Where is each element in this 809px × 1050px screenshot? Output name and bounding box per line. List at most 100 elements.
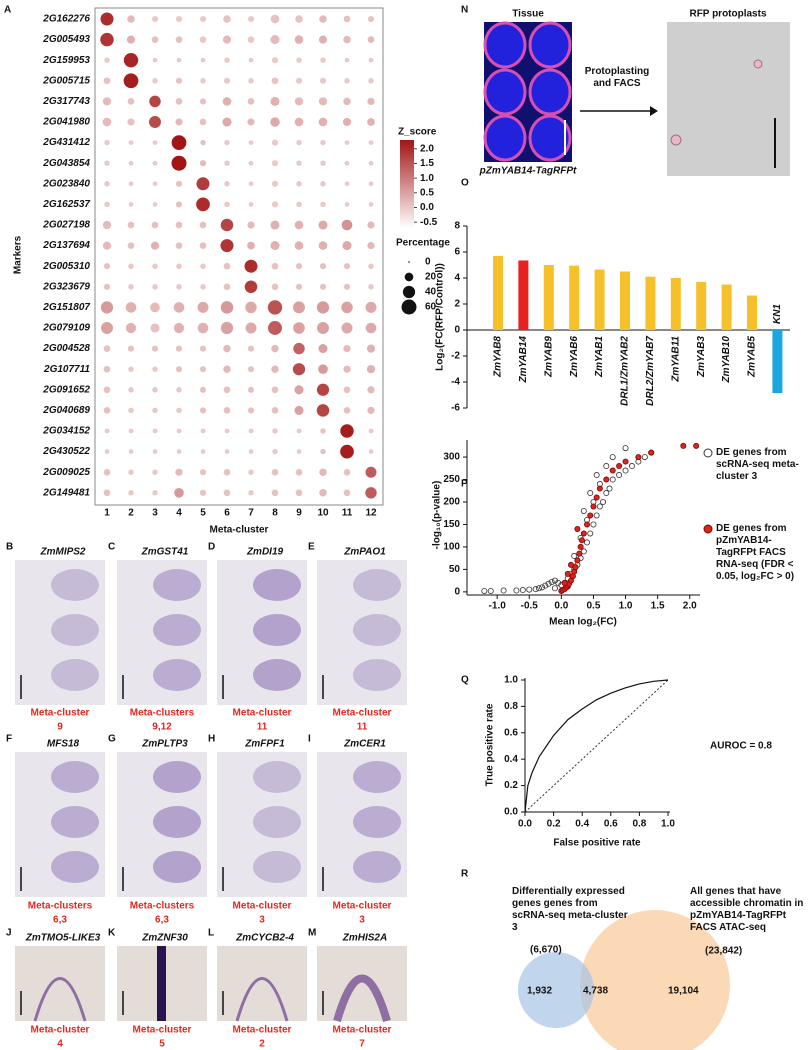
dot	[271, 283, 279, 291]
dot	[368, 202, 374, 207]
dot	[152, 469, 158, 475]
dot	[103, 283, 111, 290]
dot	[123, 73, 139, 89]
dot	[344, 140, 350, 145]
dot	[152, 202, 158, 207]
x-tick-label: ZmYAB14	[518, 336, 529, 384]
dot	[102, 97, 112, 106]
tissue-stain	[253, 806, 301, 838]
dot	[319, 468, 327, 476]
dot	[247, 345, 255, 352]
y-tick-label: 1.0	[504, 675, 518, 686]
x-tick-label: 1.0	[661, 819, 675, 830]
dot	[294, 220, 304, 230]
point	[481, 587, 488, 594]
venn-label: All genes that have accessible chromatin…	[690, 886, 804, 933]
dot	[270, 35, 280, 45]
dot	[175, 36, 183, 43]
y-tick-label: 2G317743	[42, 96, 90, 107]
legend-marker	[703, 524, 713, 534]
colorbar-tick-label: 0.0	[420, 202, 434, 213]
cluster-label: Meta-cluster	[233, 901, 292, 912]
y-axis-title: -log₁₀(p-value)	[432, 481, 443, 550]
point	[587, 490, 594, 497]
y-tick-label: 4	[454, 273, 460, 284]
dot	[248, 490, 254, 496]
x-tick-label: 1	[104, 508, 110, 519]
dot	[173, 322, 185, 334]
dot	[176, 263, 182, 269]
y-tick-label: 2G137694	[42, 240, 90, 251]
cluster-number: 6,3	[53, 915, 67, 926]
dot	[176, 284, 182, 290]
y-tick-label: 2G040689	[42, 405, 90, 416]
tissue-stain	[153, 659, 201, 691]
cluster-label: Meta-clusters	[130, 708, 195, 719]
x-tick-label: 0.2	[547, 819, 561, 830]
dot	[199, 15, 207, 23]
dot	[104, 201, 110, 208]
venn-left	[518, 952, 594, 1028]
panel-letter: J	[6, 928, 12, 939]
bar	[569, 265, 580, 330]
dot	[224, 449, 230, 454]
dot	[200, 139, 206, 146]
dot	[128, 490, 134, 496]
dot	[127, 242, 135, 249]
dot	[128, 428, 134, 434]
cluster-number: 3	[359, 915, 365, 926]
dot	[316, 301, 330, 314]
x-tick-label: 9	[296, 508, 302, 519]
dot	[319, 263, 327, 270]
dot	[199, 489, 207, 496]
dot	[368, 263, 374, 269]
bar	[543, 265, 554, 330]
dot	[271, 386, 279, 394]
dot	[199, 36, 207, 43]
dot	[271, 489, 279, 497]
dot	[104, 449, 110, 454]
dot	[149, 116, 161, 128]
dot	[125, 302, 137, 313]
dot	[199, 386, 207, 393]
dot	[199, 242, 207, 249]
dot	[368, 181, 374, 187]
dot	[128, 202, 134, 207]
dot	[343, 365, 351, 373]
dot	[342, 117, 352, 127]
dot	[344, 78, 350, 84]
dot	[296, 160, 302, 166]
plot-frame	[94, 7, 384, 506]
ish-image	[15, 752, 105, 897]
gene-name: ZmZNF30	[141, 933, 188, 944]
dot	[296, 57, 302, 63]
dot	[102, 241, 112, 250]
point	[587, 512, 594, 519]
dot	[127, 118, 135, 126]
y-tick-label: 150	[443, 519, 460, 530]
dot	[343, 489, 351, 497]
dot	[128, 366, 134, 372]
size-legend-label: 0	[425, 257, 431, 268]
dot	[318, 344, 328, 354]
dot	[320, 160, 326, 166]
point	[580, 507, 587, 514]
dot	[293, 322, 305, 334]
tissue-stain	[51, 614, 99, 646]
dot	[318, 364, 328, 375]
gene-name: ZmFPF1	[244, 739, 285, 750]
tissue-stain	[153, 806, 201, 838]
dot	[247, 366, 255, 373]
dot	[367, 386, 375, 394]
dot	[271, 160, 279, 167]
dot	[340, 444, 354, 459]
dot	[365, 322, 377, 334]
point	[593, 494, 600, 501]
dot	[199, 160, 207, 167]
panel-letter: P	[461, 479, 468, 490]
point	[600, 498, 607, 505]
dot	[319, 77, 327, 84]
point	[513, 587, 520, 594]
panel-letter: K	[108, 928, 116, 939]
y-tick-label: -2	[451, 351, 460, 362]
